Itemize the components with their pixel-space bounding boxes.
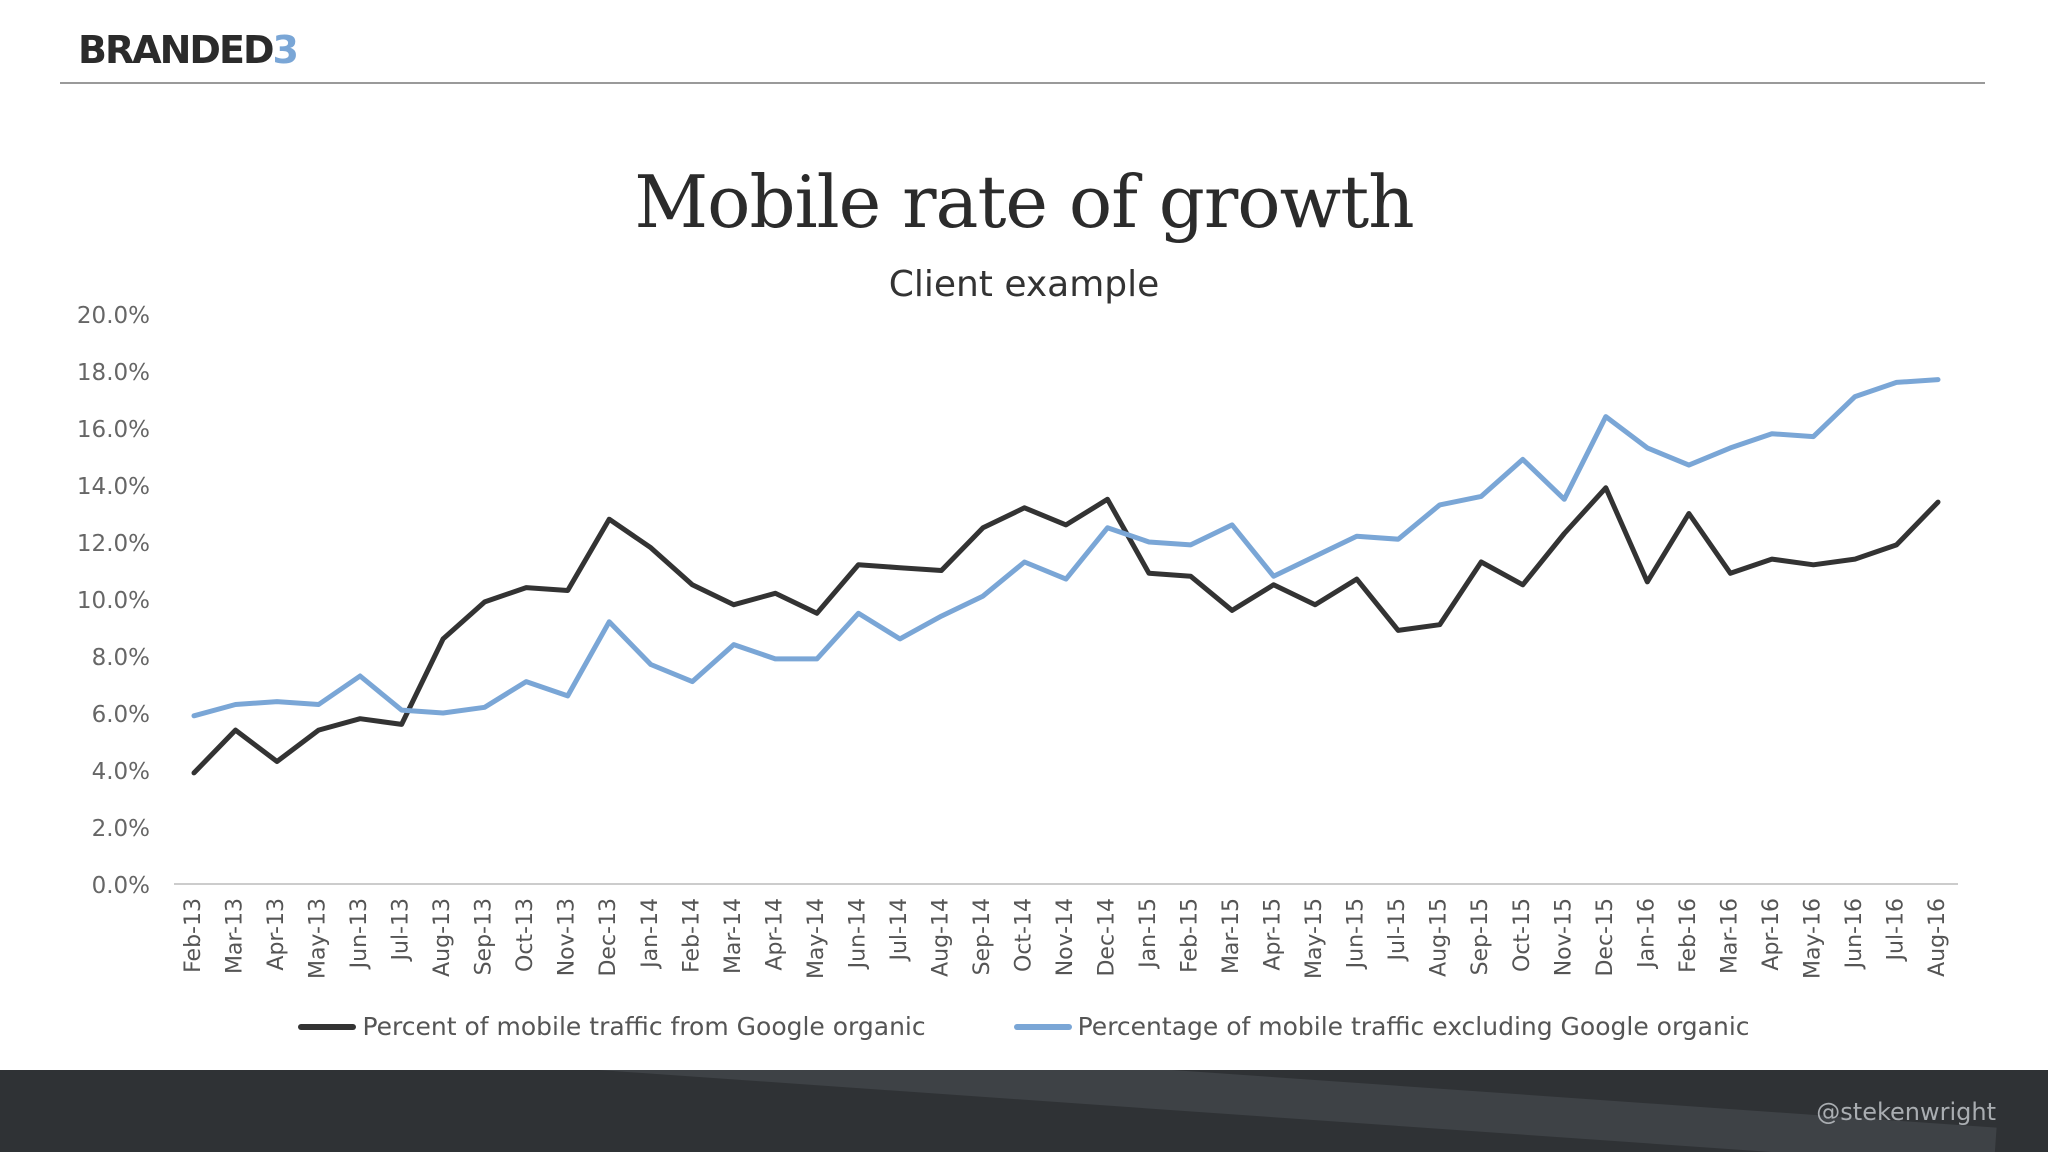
x-tick-label: Dec-14 <box>1095 898 1120 977</box>
x-tick-label: Mar-14 <box>721 898 746 974</box>
legend-item-excluding-google-organic: Percentage of mobile traffic excluding G… <box>1013 1012 1750 1041</box>
legend-swatch-excluding-google-organic <box>1013 1023 1072 1030</box>
x-tick-label: Apr-16 <box>1759 898 1784 971</box>
y-tick-label: 12.0% <box>77 531 150 557</box>
brand-logo: BRANDED3 <box>78 28 299 72</box>
x-tick-label: Jun-16 <box>1842 898 1867 970</box>
x-tick-label: Feb-15 <box>1178 898 1203 973</box>
x-axis: Feb-13 Mar-13 Apr-13 May-13 Jun-13 Jul-13 Aug-… <box>174 883 1958 979</box>
y-tick-label: 8.0% <box>92 645 150 671</box>
series-line-google-organic <box>191 485 1941 776</box>
y-tick-label: 10.0% <box>77 588 150 614</box>
x-tick-label: Aug-15 <box>1427 898 1452 977</box>
y-tick-label: 6.0% <box>92 702 150 728</box>
x-tick-label: Oct-14 <box>1011 898 1036 972</box>
y-tick-label: 18.0% <box>77 360 150 386</box>
x-tick-label: May-13 <box>306 898 331 979</box>
chart-subtitle: Client example <box>888 264 1160 305</box>
x-tick-label: Apr-13 <box>264 898 289 971</box>
x-tick-label: Jul-14 <box>887 898 912 962</box>
x-tick-label: May-15 <box>1302 898 1327 979</box>
x-tick-label: Nov-13 <box>555 898 580 976</box>
x-tick-label: Nov-15 <box>1551 898 1576 976</box>
x-tick-label: Mar-16 <box>1717 898 1742 974</box>
footer-stripe <box>597 1070 1997 1152</box>
x-tick-label: Jul-15 <box>1385 898 1410 962</box>
y-tick-label: 20.0% <box>77 303 150 329</box>
x-tick-label: Apr-14 <box>762 898 787 971</box>
x-tick-label: Nov-14 <box>1053 898 1078 976</box>
line-chart: 0.0% 2.0% 4.0% 6.0% 8.0% 10.0% 12.0% 14.0% 16.0%… <box>77 303 1958 979</box>
author-handle: @stekenwright <box>1816 1098 1996 1126</box>
x-tick-label: Dec-13 <box>596 898 621 977</box>
x-tick-label: Apr-15 <box>1261 898 1286 971</box>
x-tick-label: Oct-15 <box>1510 898 1535 972</box>
x-tick-label: May-14 <box>804 898 829 979</box>
x-tick-label: Aug-16 <box>1925 898 1950 977</box>
x-tick-label: Jan-14 <box>638 898 663 970</box>
x-tick-label: Aug-14 <box>928 898 953 977</box>
footer-bar: @stekenwright <box>0 1070 2048 1152</box>
x-tick-label: Dec-15 <box>1593 898 1618 977</box>
x-tick-label: Jun-13 <box>347 898 372 970</box>
x-tick-label: Sep-15 <box>1468 898 1493 975</box>
x-tick-label: Jun-14 <box>845 898 870 970</box>
x-tick-label: Feb-14 <box>679 898 704 973</box>
x-tick-label: Aug-13 <box>430 898 455 977</box>
legend-swatch-google-organic <box>298 1023 357 1030</box>
x-tick-label: Jul-16 <box>1883 898 1908 962</box>
x-tick-label: Jan-16 <box>1634 898 1659 970</box>
x-tick-label: Jul-13 <box>389 898 414 962</box>
x-tick-label: Jan-15 <box>1136 898 1161 970</box>
x-tick-label: Feb-16 <box>1676 898 1701 973</box>
x-tick-label: Oct-13 <box>513 898 538 972</box>
legend-item-google-organic: Percent of mobile traffic from Google or… <box>298 1012 926 1041</box>
y-tick-label: 16.0% <box>77 417 150 443</box>
logo-text: BRANDED <box>78 28 274 72</box>
x-tick-label: Jun-15 <box>1344 898 1369 970</box>
y-axis: 0.0% 2.0% 4.0% 6.0% 8.0% 10.0% 12.0% 14.0% 16.0%… <box>77 303 150 899</box>
y-tick-label: 0.0% <box>92 873 150 899</box>
header-divider <box>60 82 1985 84</box>
chart-legend: Percent of mobile traffic from Google or… <box>0 1012 2048 1041</box>
x-tick-label: Sep-13 <box>472 898 497 975</box>
y-tick-label: 4.0% <box>92 759 150 785</box>
logo-accent: 3 <box>272 28 298 72</box>
y-tick-label: 14.0% <box>77 474 150 500</box>
x-tick-label: Mar-13 <box>223 898 248 974</box>
legend-label-excluding-google-organic: Percentage of mobile traffic excluding G… <box>1077 1012 1750 1041</box>
x-tick-label: May-16 <box>1800 898 1825 979</box>
series-line-excluding-google-organic <box>191 377 1941 719</box>
y-tick-label: 2.0% <box>92 816 150 842</box>
legend-label-google-organic: Percent of mobile traffic from Google or… <box>362 1012 926 1041</box>
x-tick-label: Mar-15 <box>1219 898 1244 974</box>
plot-area <box>191 377 1941 776</box>
x-tick-label: Sep-14 <box>970 898 995 975</box>
x-tick-label: Feb-13 <box>181 898 206 973</box>
chart-title: Mobile rate of growth <box>634 160 1414 244</box>
